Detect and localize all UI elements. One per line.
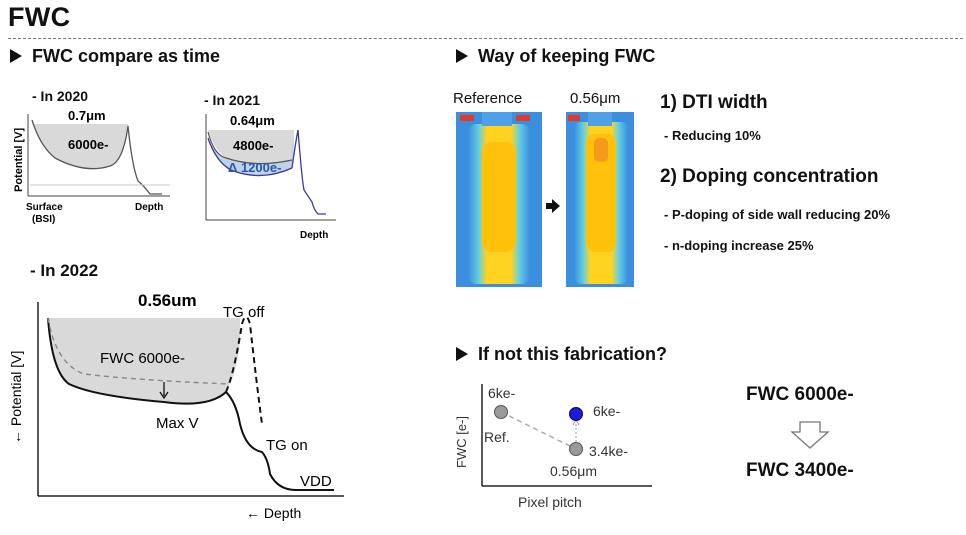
method-1-item: - Reducing 10% [664, 128, 761, 143]
potential-plot-2022: 0.56um TG off FWC 6000e- Max V TG on VDD… [8, 291, 344, 521]
section-heading-fwc-compare: FWC compare as time [10, 46, 220, 67]
fwc-label-2021: 4800e- [233, 138, 273, 153]
target-value-label: 6ke- [593, 403, 621, 419]
pitch-label-2022: 0.56um [138, 291, 197, 310]
depth-curve-2021 [291, 129, 326, 215]
method-2-item-2: - n-doping increase 25% [664, 238, 814, 253]
depth-curve-2020 [127, 125, 162, 195]
max-v-arrowhead-icon [159, 391, 169, 400]
ref-point [494, 405, 508, 419]
y-axis-label-2022: ← Potential [V] [8, 351, 24, 444]
method-1-title: 1) DTI width [660, 92, 768, 113]
fwc-area-2020 [32, 120, 128, 169]
fwc-vs-pixel-pitch-chart: 6ke- Ref. 6ke- 3.4ke- 0.56μm FWC [e-] Pi… [454, 384, 652, 510]
new-pitch-point [569, 442, 583, 456]
x-axis-label-depth-2020: Depth [135, 202, 163, 213]
potential-curve-2021 [207, 137, 293, 177]
year-2020-label: - In 2020 [32, 88, 89, 104]
pitch-label-2020: 0.7μm [68, 108, 106, 123]
fwc-label-2020: 6000e- [68, 137, 108, 152]
trend-line [500, 411, 577, 450]
tg-on-curve [225, 391, 334, 491]
vdd-label: VDD [300, 473, 332, 490]
pixel-simulation-images [456, 112, 634, 287]
max-v-label: Max V [156, 415, 199, 432]
page-title: FWC [8, 2, 71, 32]
tg-off-label: TG off [223, 304, 265, 321]
x-axis-label-depth-2022: ← Depth [246, 505, 301, 521]
ref-point-label: Ref. [484, 429, 510, 445]
title-divider [8, 38, 963, 39]
delta-label-2021: Δ 1200e- [228, 160, 281, 175]
new-pitch-label: 0.56μm [570, 90, 621, 107]
new-pitch-label: 0.56μm [550, 463, 597, 479]
tg-on-label: TG on [266, 437, 308, 454]
triangle-bullet-icon [456, 49, 468, 63]
method-2-title: 2) Doping concentration [660, 166, 879, 187]
fwc-dashed-curve [47, 317, 230, 385]
fwc-label-2022: FWC 6000e- [100, 350, 185, 367]
section-heading-text: FWC compare as time [32, 46, 221, 66]
method-2-item-1: - P-doping of side wall reducing 20% [664, 207, 891, 222]
fwc-area-2022 [48, 318, 241, 404]
fwc-after-label: FWC 3400e- [746, 460, 854, 481]
y-axis-label: FWC [e-] [454, 416, 469, 468]
triangle-bullet-icon [456, 347, 468, 361]
y-axis-label-2020: Potential [V] [13, 127, 25, 192]
year-2022-label: - In 2022 [30, 261, 99, 280]
right-arrow-icon [546, 199, 560, 213]
delta-area-2021 [208, 138, 294, 176]
x-axis-label-depth-2021: Depth [300, 230, 328, 240]
fwc-area-2021 [208, 130, 294, 164]
x-axis-label-surface: Surface [26, 202, 63, 213]
reference-simulation [456, 112, 542, 287]
pitch-label-2021: 0.64μm [230, 113, 275, 128]
new-value-label: 3.4ke- [589, 443, 628, 459]
ref-value-label: 6ke- [488, 385, 516, 401]
x-axis-label: Pixel pitch [518, 494, 582, 510]
down-arrow-icon [790, 421, 830, 449]
reference-label: Reference [453, 90, 523, 107]
potential-curve-2022 [47, 317, 227, 405]
new-pitch-simulation [566, 112, 634, 287]
potential-plot-2021: 0.64μm 4800e- Δ 1200e- Depth [205, 113, 336, 240]
year-2021-label: - In 2021 [204, 92, 261, 108]
section-heading-text: Way of keeping FWC [478, 46, 656, 66]
target-point [569, 407, 583, 421]
x-axis-label-bsi: (BSI) [32, 214, 55, 225]
fwc-before-label: FWC 6000e- [746, 384, 854, 405]
section-heading-fabrication: If not this fabrication? [456, 344, 667, 365]
potential-curve-old [207, 131, 293, 165]
potential-curve-2020 [31, 119, 129, 170]
section-heading-keeping-fwc: Way of keeping FWC [456, 46, 655, 67]
section-heading-text: If not this fabrication? [478, 344, 667, 364]
potential-plot-2020: 0.7μm 6000e- Potential [V] Surface (BSI)… [13, 108, 170, 225]
triangle-bullet-icon [10, 49, 22, 63]
